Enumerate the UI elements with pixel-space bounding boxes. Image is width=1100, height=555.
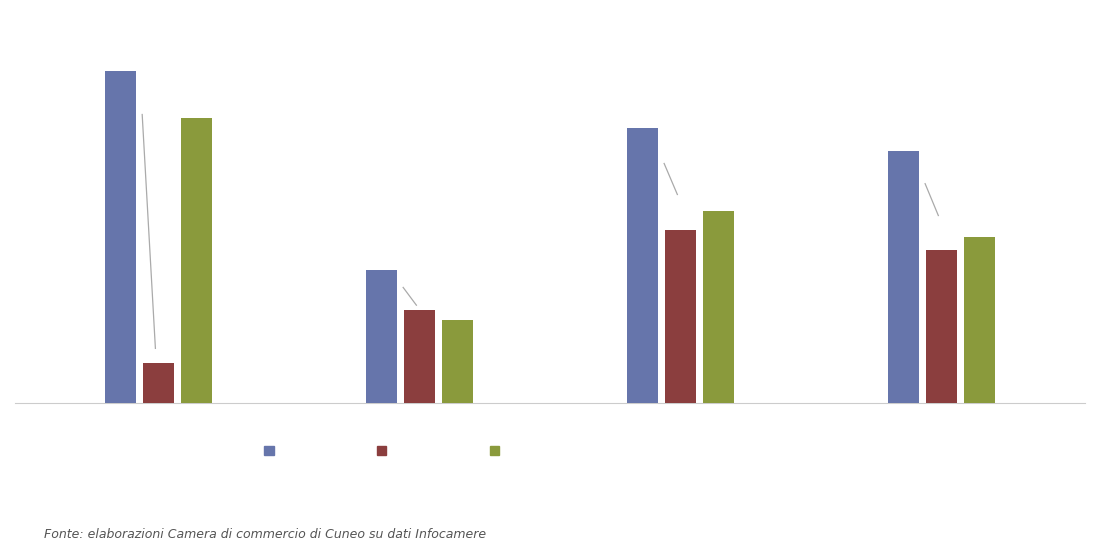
Bar [442, 320, 473, 403]
Legend:    ,    ,    : , , [260, 440, 519, 463]
Bar [365, 270, 397, 403]
Bar [182, 118, 212, 403]
Bar [143, 363, 174, 403]
Bar [964, 237, 996, 403]
Bar [926, 250, 957, 403]
Bar [627, 128, 658, 403]
Bar [104, 72, 136, 403]
Bar [703, 210, 735, 403]
Bar [404, 310, 436, 403]
Bar [888, 151, 918, 403]
Text: Fonte: elaborazioni Camera di commercio di Cuneo su dati Infocamere: Fonte: elaborazioni Camera di commercio … [44, 528, 486, 541]
Bar [664, 230, 696, 403]
